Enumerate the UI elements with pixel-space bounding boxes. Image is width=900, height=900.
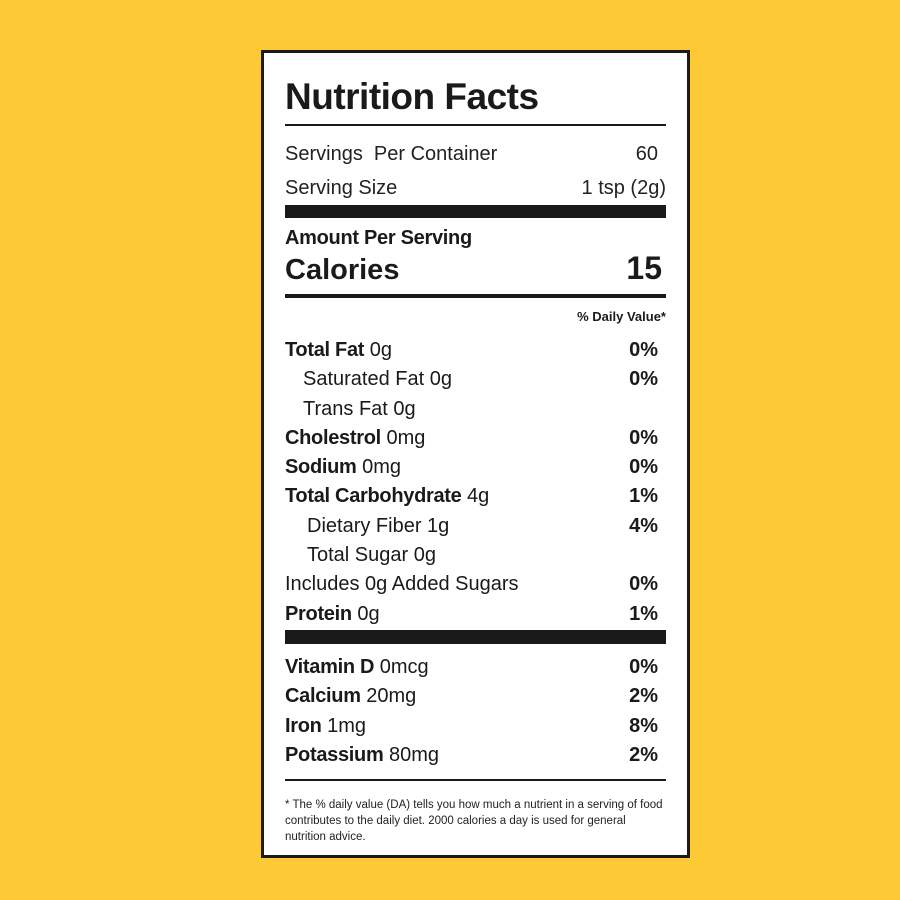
nutrient-name-amount: Total Fat 0g: [285, 336, 392, 365]
nutrient-amount: 20mg: [366, 685, 417, 708]
nutrient-daily-value: 2%: [629, 743, 658, 766]
nutrient-name-amount: Cholestrol 0mg: [285, 424, 425, 453]
nutrient-row: Includes 0g Added Sugars 0%: [285, 570, 666, 599]
nutrient-name: Includes 0g Added Sugars: [285, 573, 519, 596]
nutrient-name: Total Fat: [285, 339, 365, 361]
nutrient-name-amount: Protein 0g: [285, 600, 380, 629]
divider: [285, 779, 666, 781]
nutrient-name-amount: Total Sugar 0g: [285, 541, 436, 570]
nutrient-row: Dietary Fiber 1g 4%: [285, 512, 666, 541]
nutrient-row: Saturated Fat 0g 0%: [285, 365, 666, 394]
nutrient-row: Total Fat 0g 0%: [285, 336, 666, 365]
nutrient-name: Calcium: [285, 685, 361, 708]
nutrient-daily-value: 1%: [629, 485, 658, 508]
nutrient-name: Vitamin D: [285, 656, 375, 678]
label-title: Nutrition Facts: [285, 76, 539, 117]
vitamin-list: Vitamin D 0mcg 0% Calcium 20mg 2% Iron 1mg 8%…: [285, 653, 666, 770]
nutrient-row: Total Sugar 0g: [285, 541, 666, 570]
nutrient-name: Iron: [285, 714, 322, 737]
calories-value: 15: [626, 250, 662, 286]
servings-value: 60: [635, 143, 658, 165]
divider: [285, 124, 666, 126]
nutrient-amount: 0g: [413, 544, 436, 567]
nutrient-name-amount: Saturated Fat 0g: [285, 365, 452, 394]
nutrient-amount: 0g: [429, 368, 452, 391]
nutrient-name-amount: Trans Fat 0g: [285, 395, 416, 424]
nutrition-label: Nutrition Facts Servings Per Container 6…: [261, 50, 690, 858]
calories-row: Calories 15: [285, 249, 666, 289]
nutrient-name: Sodium: [285, 456, 357, 479]
nutrient-amount: 1g: [427, 514, 450, 537]
serving-size-label: Serving Size: [285, 177, 398, 199]
nutrient-name-amount: Sodium 0mg: [285, 453, 401, 482]
nutrient-row: Potassium 80mg 2%: [285, 741, 666, 770]
nutrient-daily-value: 0%: [629, 339, 658, 361]
nutrient-daily-value: 0%: [629, 656, 658, 678]
nutrient-name-amount: Potassium 80mg: [285, 741, 439, 770]
nutrient-row: Calcium 20mg 2%: [285, 682, 666, 711]
nutrient-name: Protein: [285, 602, 352, 625]
amount-per-serving: Amount Per Serving: [285, 227, 472, 249]
nutrient-name: Cholestrol: [285, 426, 381, 449]
nutrient-row: Protein 0g 1%: [285, 600, 666, 629]
nutrient-amount: 1mg: [327, 714, 367, 737]
nutrient-daily-value: 4%: [629, 514, 658, 537]
medium-divider: [285, 294, 666, 298]
nutrient-amount: 0mg: [386, 426, 426, 449]
nutrient-name-amount: Includes 0g Added Sugars: [285, 570, 519, 599]
nutrient-name: Total Sugar: [307, 544, 409, 567]
nutrient-name-amount: Total Carbohydrate 4g: [285, 482, 489, 511]
nutrient-daily-value: 0%: [629, 573, 658, 596]
nutrient-daily-value: 1%: [629, 602, 658, 625]
nutrient-row: Sodium 0mg 0%: [285, 453, 666, 482]
nutrient-amount: 0mg: [362, 456, 401, 479]
nutrient-daily-value: 0%: [629, 426, 658, 449]
nutrient-name-amount: Iron 1mg: [285, 712, 366, 741]
thick-divider: [285, 205, 666, 218]
nutrient-amount: 80mg: [389, 743, 440, 766]
nutrient-name: Dietary Fiber: [307, 514, 422, 537]
nutrient-name: Trans Fat: [303, 397, 388, 420]
nutrient-name: Saturated Fat: [303, 368, 425, 391]
nutrient-name: Total Carbohydrate: [285, 485, 462, 508]
thick-divider: [285, 630, 666, 644]
serving-size-row: Serving Size 1 tsp (2g): [285, 171, 666, 205]
nutrient-name: Potassium: [285, 743, 384, 766]
nutrient-daily-value: 8%: [629, 714, 658, 737]
nutrient-amount: 0mcg: [379, 656, 429, 678]
nutrient-name-amount: Vitamin D 0mcg: [285, 653, 429, 682]
nutrient-name-amount: Dietary Fiber 1g: [285, 512, 449, 541]
nutrient-amount: 4g: [467, 485, 490, 508]
serving-info: Servings Per Container 60 Serving Size 1…: [285, 137, 666, 205]
nutrient-amount: 0g: [357, 602, 380, 625]
nutrient-row: Iron 1mg 8%: [285, 712, 666, 741]
nutrient-daily-value: 2%: [629, 685, 658, 708]
daily-value-header: % Daily Value*: [577, 309, 666, 324]
nutrient-row: Vitamin D 0mcg 0%: [285, 653, 666, 682]
nutrient-row: Total Carbohydrate 4g 1%: [285, 482, 666, 511]
nutrient-row: Trans Fat 0g: [285, 395, 666, 424]
nutrient-amount: 0g: [369, 339, 392, 361]
nutrient-list: Total Fat 0g 0% Saturated Fat 0g 0% Trans Fa…: [285, 336, 666, 629]
serving-size-value: 1 tsp (2g): [581, 177, 666, 199]
nutrient-daily-value: 0%: [629, 368, 658, 391]
nutrient-row: Cholestrol 0mg 0%: [285, 424, 666, 453]
nutrient-name-amount: Calcium 20mg: [285, 682, 416, 711]
servings-per-container-row: Servings Per Container 60: [285, 137, 666, 171]
footnote: * The % daily value (DA) tells you how m…: [285, 799, 663, 843]
nutrient-amount: 0g: [393, 397, 416, 420]
servings-label: Servings Per Container: [285, 143, 498, 165]
nutrient-daily-value: 0%: [629, 456, 658, 479]
calories-label: Calories: [285, 254, 400, 286]
